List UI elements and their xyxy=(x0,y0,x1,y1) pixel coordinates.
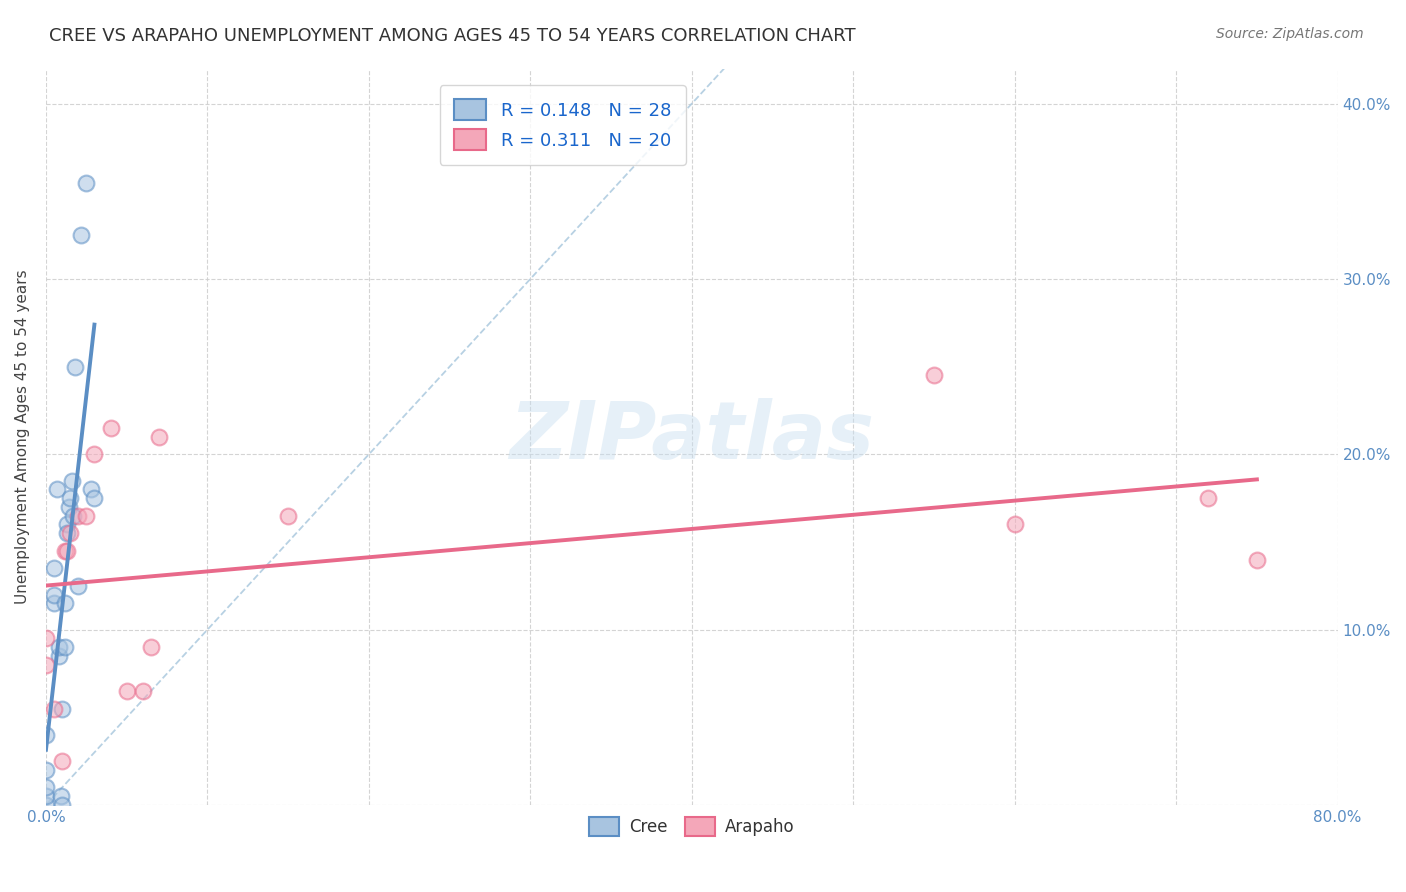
Point xyxy=(46,483,69,497)
Point xyxy=(60,474,83,488)
Point xyxy=(35,657,58,672)
Point xyxy=(42,588,65,602)
Point xyxy=(51,754,73,768)
Point xyxy=(42,561,65,575)
Point xyxy=(53,640,76,655)
Point xyxy=(51,701,73,715)
Point xyxy=(35,728,58,742)
Point xyxy=(100,421,122,435)
Point xyxy=(75,176,97,190)
Point xyxy=(35,632,58,646)
Point xyxy=(48,648,70,663)
Point xyxy=(35,780,58,795)
Point xyxy=(48,640,70,655)
Point xyxy=(67,579,90,593)
Point xyxy=(83,447,105,461)
Point xyxy=(42,596,65,610)
Point xyxy=(277,508,299,523)
Point xyxy=(67,508,90,523)
Point xyxy=(35,763,58,777)
Point xyxy=(56,543,79,558)
Point xyxy=(56,517,79,532)
Point xyxy=(70,228,93,243)
Point xyxy=(80,483,103,497)
Point xyxy=(1246,552,1268,566)
Point xyxy=(139,640,162,655)
Point xyxy=(58,500,80,514)
Text: CREE VS ARAPAHO UNEMPLOYMENT AMONG AGES 45 TO 54 YEARS CORRELATION CHART: CREE VS ARAPAHO UNEMPLOYMENT AMONG AGES … xyxy=(49,27,856,45)
Point xyxy=(59,491,82,505)
Text: ZIPatlas: ZIPatlas xyxy=(509,398,875,475)
Point xyxy=(56,526,79,541)
Point xyxy=(35,789,58,804)
Point xyxy=(59,526,82,541)
Point xyxy=(53,543,76,558)
Point xyxy=(53,596,76,610)
Point xyxy=(148,430,170,444)
Point xyxy=(62,508,84,523)
Point xyxy=(1198,491,1220,505)
Legend: Cree, Arapaho: Cree, Arapaho xyxy=(581,809,803,845)
Point xyxy=(63,359,86,374)
Point xyxy=(49,789,72,804)
Point xyxy=(51,797,73,812)
Point xyxy=(115,684,138,698)
Point xyxy=(35,797,58,812)
Point xyxy=(1004,517,1026,532)
Y-axis label: Unemployment Among Ages 45 to 54 years: Unemployment Among Ages 45 to 54 years xyxy=(15,269,30,604)
Text: Source: ZipAtlas.com: Source: ZipAtlas.com xyxy=(1216,27,1364,41)
Point xyxy=(132,684,155,698)
Point xyxy=(83,491,105,505)
Point xyxy=(922,368,945,383)
Point xyxy=(42,701,65,715)
Point xyxy=(75,508,97,523)
